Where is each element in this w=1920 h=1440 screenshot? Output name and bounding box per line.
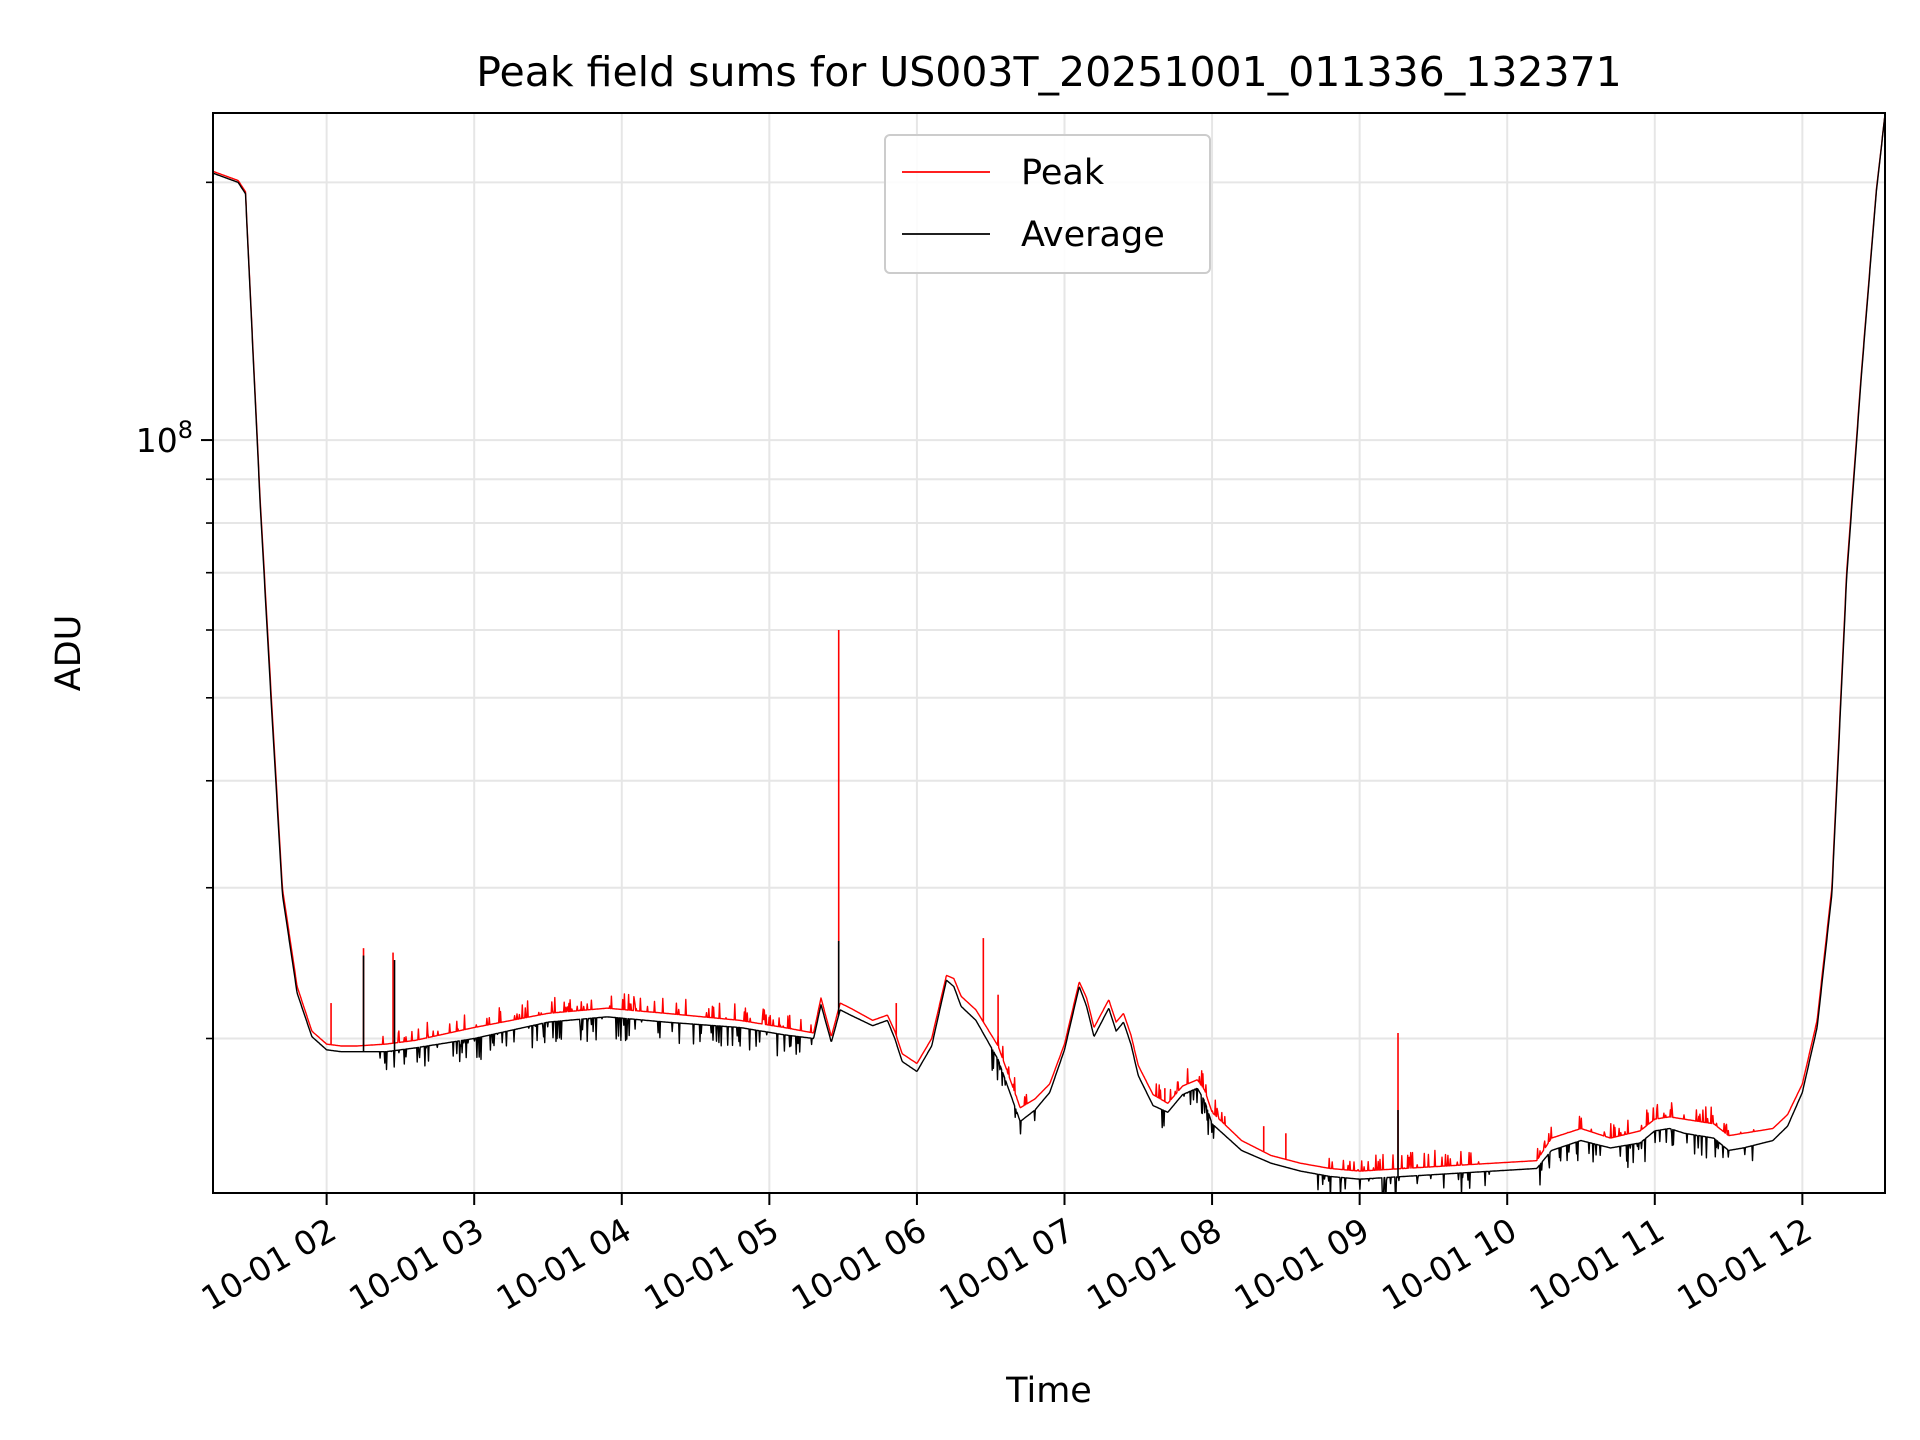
legend: Peak Average — [884, 134, 1211, 274]
legend-label-average: Average — [1021, 215, 1165, 255]
grid — [213, 113, 1885, 1193]
series-line-average — [213, 117, 1885, 1193]
y-axis-label: ADU — [49, 615, 89, 692]
plot-frame — [212, 112, 1886, 1194]
series-line-peak — [213, 117, 1885, 1172]
x-axis-label: Time — [1005, 1371, 1092, 1411]
chart-title: Peak field sums for US003T_20251001_0113… — [476, 48, 1622, 96]
series-layer — [213, 117, 1885, 1193]
legend-box — [884, 134, 1211, 274]
legend-label-peak: Peak — [1021, 153, 1105, 193]
y-tick-label-base: 10 — [136, 421, 178, 460]
y-tick-label-exponent: 8 — [178, 416, 193, 444]
y-tick-label: 108 — [136, 416, 193, 460]
